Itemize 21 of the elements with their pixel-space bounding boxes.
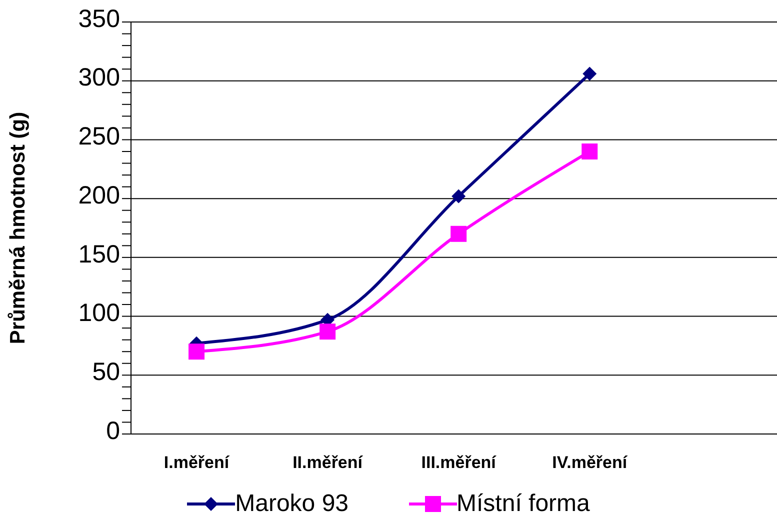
- y-tick-label: 0: [106, 416, 120, 445]
- y-tick-label: 350: [78, 4, 120, 33]
- point: [320, 324, 336, 340]
- point: [582, 66, 597, 81]
- y-tick-label: 250: [78, 122, 120, 151]
- legend-label: Místní forma: [456, 490, 590, 518]
- point: [450, 226, 467, 242]
- y-tick-label: 300: [78, 64, 120, 92]
- y-axis-title: Průměrná hmotnost (g): [6, 112, 30, 344]
- y-tick-label: 100: [78, 299, 120, 328]
- x-tick-label: I.měření: [164, 453, 230, 472]
- legend-label: Maroko 93: [235, 490, 349, 518]
- y-tick-label: 200: [78, 181, 120, 210]
- x-tick-label: IV.měření: [552, 453, 628, 472]
- x-tick-label: II.měření: [292, 453, 364, 472]
- point: [188, 344, 205, 360]
- point: [452, 189, 466, 204]
- x-tick-label: III.měření: [421, 453, 498, 472]
- y-tick-label: 50: [92, 358, 120, 386]
- y-tick-label: 150: [78, 240, 120, 268]
- point: [582, 143, 598, 160]
